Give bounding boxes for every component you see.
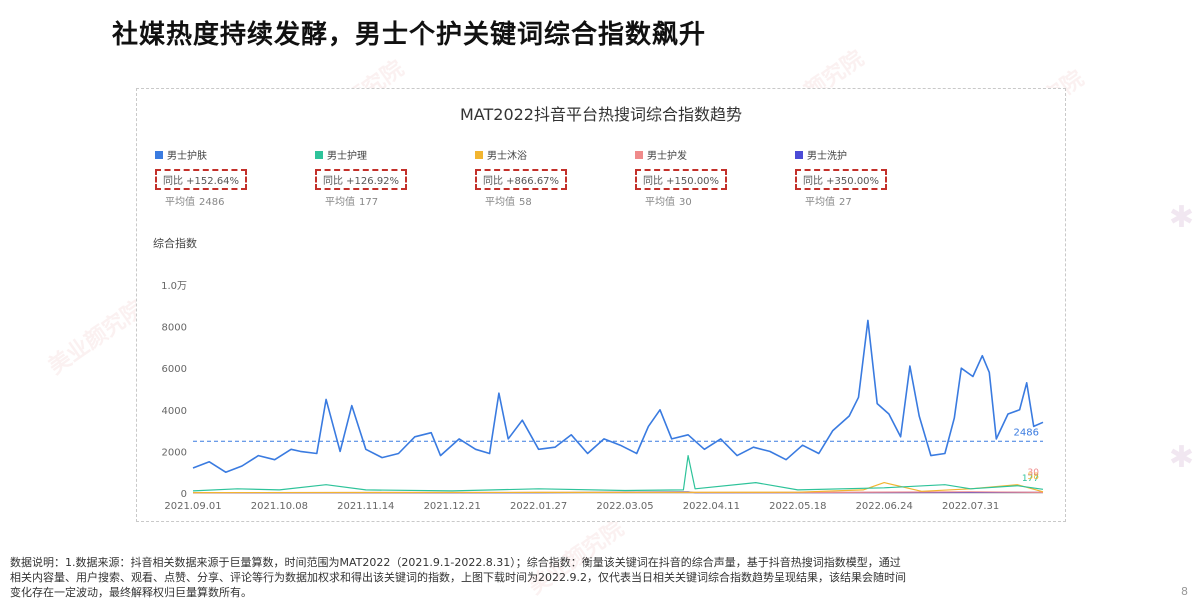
legend-average-label: 平均值	[805, 197, 835, 208]
legend-yoy-badge: 同比 +126.92%	[315, 169, 408, 190]
logo-mark-icon: ✱	[1168, 200, 1194, 235]
y-tick-label: 8000	[162, 323, 187, 334]
x-tick-label: 2022.05.18	[769, 501, 826, 512]
y-axis-label: 综合指数	[153, 237, 197, 250]
legend-label: 男士护发	[647, 151, 687, 162]
legend-label: 男士沐浴	[487, 151, 527, 162]
chart-title: MAT2022抖音平台热搜词综合指数趋势	[459, 105, 742, 124]
legend-label: 男士洗护	[807, 151, 847, 162]
x-tick-label: 2021.09.01	[164, 501, 221, 512]
x-tick-label: 2022.07.31	[942, 501, 999, 512]
end-value-label: 30	[1028, 468, 1040, 478]
legend-swatch	[475, 150, 483, 159]
legend-average-label: 平均值	[485, 197, 515, 208]
legend-average-value: 177	[359, 197, 379, 208]
x-tick-label: 2022.06.24	[856, 501, 913, 512]
x-tick-label: 2021.12.21	[424, 501, 481, 512]
page-number: 8	[1181, 585, 1188, 598]
legend-swatch	[155, 150, 163, 159]
footnote-line: 变化存在一定波动，最终解释权归巨量算数所有。	[10, 586, 252, 599]
logo-mark-icon: ✱	[1168, 440, 1194, 475]
legend-average: 平均值 58	[485, 193, 532, 208]
legend-swatch	[795, 150, 803, 159]
legend-average: 平均值 2486	[165, 193, 224, 208]
y-tick-label: 4000	[162, 406, 187, 417]
end-value-label: 58	[1028, 472, 1040, 482]
legend-item[interactable]: 男士洗护	[795, 147, 847, 162]
average-label: 2486	[1014, 427, 1039, 438]
y-tick-label: 6000	[162, 364, 187, 375]
legend-average: 平均值 177	[325, 193, 378, 208]
legend-yoy-badge: 同比 +150.00%	[635, 169, 728, 190]
series-line	[192, 455, 1044, 492]
legend-yoy-badge: 同比 +866.67%	[475, 169, 568, 190]
page-title: 社媒热度持续发酵，男士个护关键词综合指数飙升	[112, 20, 707, 50]
legend-average: 平均值 27	[805, 193, 852, 208]
x-tick-label: 2022.03.05	[596, 501, 653, 512]
legend-item[interactable]: 男士护发	[635, 147, 687, 162]
y-tick-label: 1.0万	[161, 281, 187, 292]
y-tick-label: 2000	[162, 447, 187, 458]
legend-label: 男士护肤	[167, 151, 207, 162]
legend-label: 男士护理	[327, 151, 367, 162]
legend-average-label: 平均值	[325, 197, 355, 208]
legend-item[interactable]: 男士护理	[315, 147, 367, 162]
x-tick-label: 2021.10.08	[251, 501, 308, 512]
x-tick-label: 2022.04.11	[683, 501, 740, 512]
footnote: 数据说明：1.数据来源：抖音相关数据来源于巨量算数，时间范围为MAT2022（2…	[10, 555, 1120, 600]
legend-yoy-badge: 同比 +350.00%	[795, 169, 888, 190]
legend-yoy-badge: 同比 +152.64%	[155, 169, 248, 190]
legend-average-label: 平均值	[645, 197, 675, 208]
legend-average-value: 58	[519, 197, 532, 208]
y-tick-label: 0	[181, 489, 187, 500]
legend-average-value: 2486	[199, 197, 225, 208]
series-line	[192, 482, 1044, 494]
legend-item[interactable]: 男士沐浴	[475, 147, 527, 162]
legend-average: 平均值 30	[645, 193, 692, 208]
x-tick-label: 2021.11.14	[337, 501, 394, 512]
legend-average-label: 平均值	[165, 197, 195, 208]
legend-average-value: 30	[679, 197, 692, 208]
end-value-label: 177	[1022, 474, 1039, 484]
series-line	[192, 319, 1044, 474]
watermark: 美业颜究院	[44, 296, 149, 380]
line-chart-plot: 0 2000 4000 6000 8000 1.0万 2021.09.01 2021.10.0…	[161, 281, 1044, 512]
footnote-line: 数据说明：1.数据来源：抖音相关数据来源于巨量算数，时间范围为MAT2022（2…	[10, 556, 901, 569]
footnote-line: 相关内容量、用户搜索、观看、点赞、分享、评论等行为数据加权求和得出该关键词的指数…	[10, 571, 906, 584]
legend-average-value: 27	[839, 197, 852, 208]
legend-swatch	[315, 150, 323, 159]
chart-container: MAT2022抖音平台热搜词综合指数趋势 男士护肤 男士护理 男士沐浴 男士护发…	[136, 88, 1066, 522]
legend-swatch	[635, 150, 643, 159]
x-tick-label: 2022.01.27	[510, 501, 567, 512]
legend-item[interactable]: 男士护肤	[155, 147, 207, 162]
